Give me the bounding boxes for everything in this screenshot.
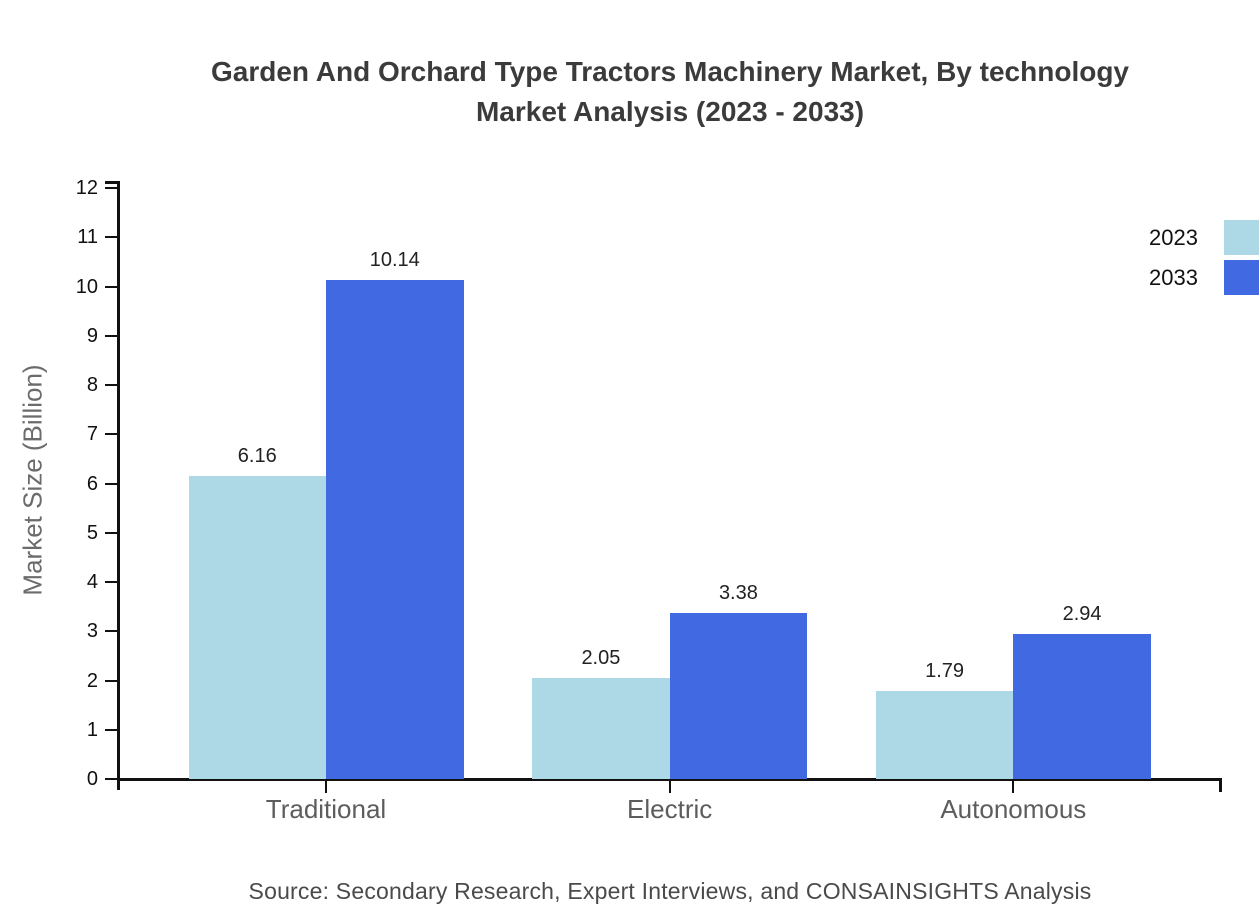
y-axis-tick-label: 8 (86, 374, 98, 396)
y-axis-tick (105, 285, 117, 288)
y-axis-tick-label: 9 (86, 324, 98, 347)
bar-2023-electric (532, 678, 670, 779)
legend-swatch-2033 (1224, 260, 1259, 295)
x-category-label: Autonomous (940, 794, 1087, 824)
y-axis-line (117, 181, 120, 790)
bar-value-label: 2.05 (581, 647, 621, 670)
y-axis-tick (105, 334, 117, 337)
bar-2033-traditional (326, 279, 464, 779)
bar-value-label: 2.94 (1062, 603, 1102, 626)
x-category-label: Electric (627, 794, 713, 824)
y-axis-tick-label: 11 (77, 226, 98, 249)
y-axis-tick-label: 0 (86, 768, 98, 790)
bar-2033-electric (669, 612, 808, 779)
bar-value-label: 10.14 (369, 248, 420, 271)
y-axis-tick (105, 433, 117, 436)
y-axis-tick (105, 531, 117, 534)
y-axis-tick (105, 728, 117, 731)
legend-label-2033: 2033 (1149, 265, 1198, 290)
y-axis-tick-label: 7 (86, 423, 98, 446)
y-axis-tick-label: 2 (86, 669, 98, 692)
y-axis-tick-label: 3 (86, 620, 98, 643)
bar-2023-traditional (188, 475, 326, 779)
y-axis-tick (105, 482, 117, 485)
x-axis-tick (668, 781, 671, 793)
source-note: Source: Secondary Research, Expert Inter… (248, 878, 1092, 904)
y-axis-tick (105, 581, 117, 583)
y-axis-tick-label: 4 (86, 571, 98, 593)
bar-value-label: 6.16 (237, 444, 277, 467)
x-category-label: Traditional (265, 794, 387, 824)
y-axis-tick-label: 12 (75, 177, 98, 199)
x-axis-tick (325, 781, 327, 793)
y-axis-tick-label: 10 (75, 275, 98, 298)
y-axis-tick (105, 187, 117, 189)
bar-value-label: 3.38 (718, 581, 758, 604)
x-axis-line (117, 778, 1222, 781)
bar-value-label: 1.79 (925, 659, 965, 682)
x-axis-right-cap (1219, 778, 1222, 792)
y-axis-tick (105, 384, 117, 386)
y-axis-tick (105, 778, 117, 780)
chart-title-line2: Market Analysis (2023 - 2033) (475, 96, 865, 127)
legend-swatch-2023 (1224, 220, 1259, 255)
y-axis-tick (105, 236, 117, 239)
chart-title: Garden And Orchard Type Tractors Machine… (118, 52, 1222, 132)
chart-title-line1: Garden And Orchard Type Tractors Machine… (210, 56, 1129, 87)
y-axis-tick-label: 6 (86, 472, 98, 495)
y-axis-tick (105, 679, 117, 682)
bar-2023-autonomous (875, 690, 1014, 779)
legend-label-2023: 2023 (1149, 225, 1198, 250)
bar-2033-autonomous (1013, 634, 1151, 779)
y-axis-tick (105, 630, 117, 633)
y-axis-tick-label: 1 (86, 718, 98, 741)
y-axis-tick-label: 5 (86, 521, 98, 544)
x-axis-tick (1012, 781, 1015, 793)
y-axis-top-cap (105, 181, 118, 184)
